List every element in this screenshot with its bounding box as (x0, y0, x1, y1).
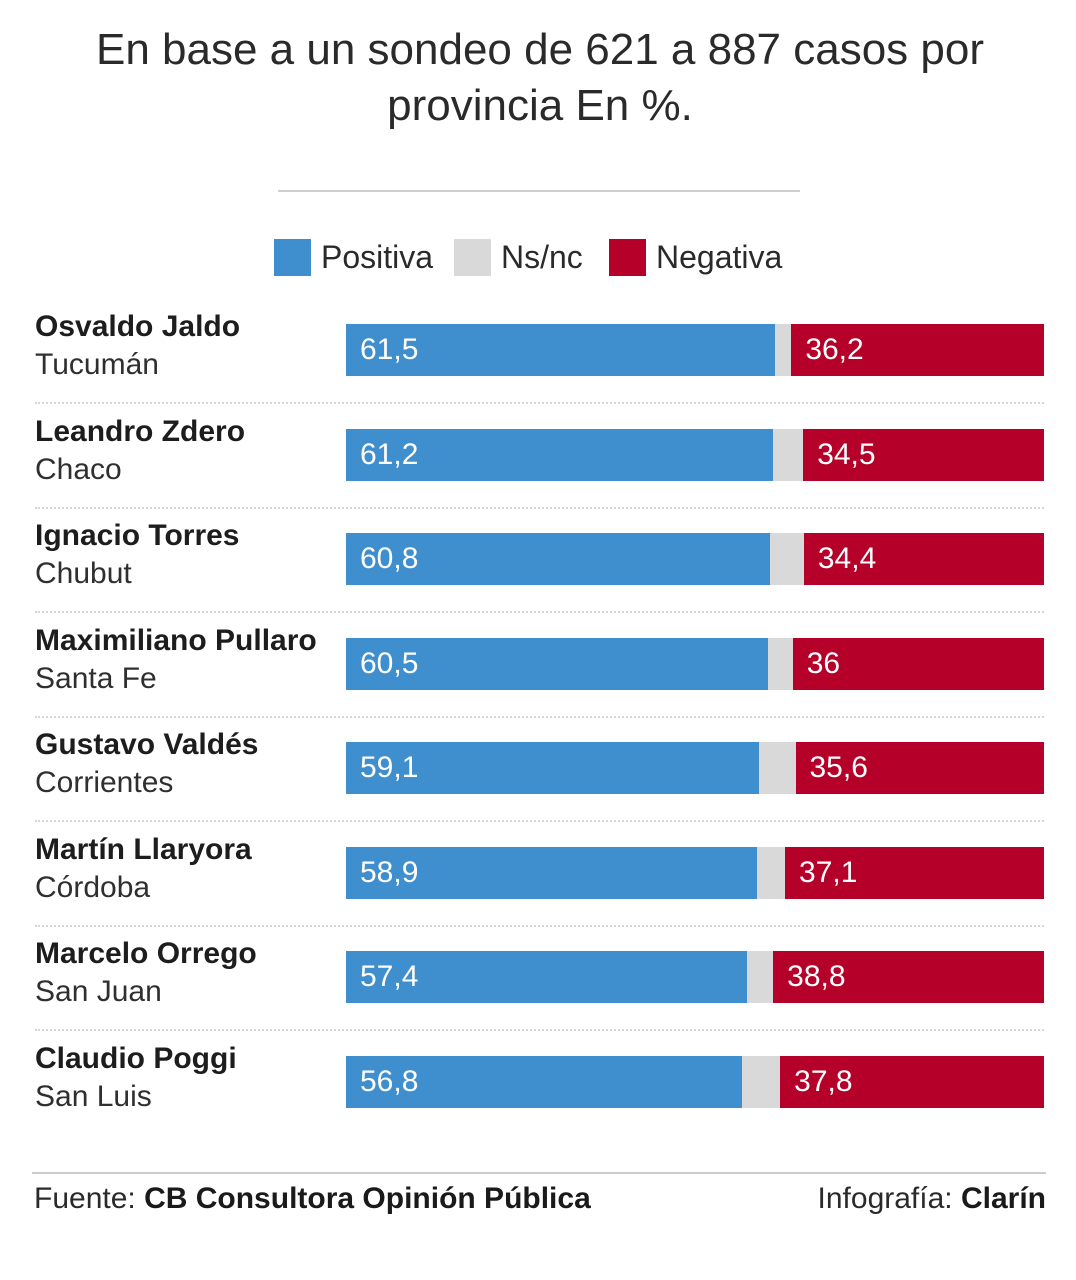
legend-item-nsnc: Ns/nc (454, 234, 583, 280)
bar-nsnc (770, 533, 804, 585)
stacked-bar: 57,4 38,8 (346, 951, 1044, 1003)
row-separator (35, 820, 1044, 822)
credit-prefix: Infografía: (817, 1182, 961, 1215)
row-name: Claudio Poggi (35, 1041, 237, 1075)
row-separator (35, 402, 1044, 404)
bar-negative (803, 428, 1044, 481)
row-name: Martín Llaryora (35, 832, 252, 866)
chart-row: Marcelo Orrego San Juan 57,4 38,8 (0, 927, 1076, 1031)
value-label-negative: 38,8 (787, 960, 846, 993)
row-name: Ignacio Torres (35, 519, 240, 552)
bar-nsnc (758, 742, 796, 794)
bar-positive (346, 324, 776, 376)
stacked-bar: 61,5 36,2 (346, 324, 1044, 376)
source-prefix: Fuente: (34, 1182, 145, 1215)
legend-swatch-positive (274, 238, 311, 276)
legend-label-nsnc: Ns/nc (501, 238, 583, 275)
row-separator (35, 1029, 1044, 1031)
bar-positive (346, 428, 774, 481)
chart-row: Martín Llaryora Córdoba 58,9 37,1 (0, 823, 1076, 927)
source-note: Fuente: CB Consultora Opinión Pública (34, 1182, 591, 1216)
row-name: Osvaldo Jaldo (35, 310, 241, 343)
chart-row: Osvaldo Jaldo Tucumán 61,5 36,2 (0, 300, 1076, 404)
footer-divider (32, 1172, 1046, 1174)
value-label-negative: 34,5 (817, 437, 876, 471)
bar-negative (780, 1055, 1044, 1108)
row-separator (35, 924, 1044, 927)
stacked-bar: 58,9 37,1 (346, 846, 1044, 899)
chart-row: Leandro Zdero Chaco 61,2 34,5 (0, 405, 1076, 509)
legend-label-positive: Positiva (321, 238, 434, 275)
bar-nsnc (775, 324, 792, 376)
row-name: Leandro Zdero (35, 414, 246, 448)
value-label-negative: 35,6 (809, 751, 868, 784)
legend-item-positive: Positiva (274, 234, 433, 280)
legend: Positiva Ns/nc Negativa (0, 234, 1076, 280)
legend-swatch-negative (609, 238, 646, 276)
value-label-positive: 59,1 (360, 751, 419, 784)
bar-nsnc (757, 846, 786, 899)
chart-row: Ignacio Torres Chubut 60,8 34,4 (0, 509, 1076, 613)
stacked-bar: 59,1 35,6 (346, 742, 1044, 794)
value-label-negative: 34,4 (817, 542, 877, 575)
row-province: Tucumán (35, 348, 159, 381)
value-label-negative: 36,2 (805, 333, 864, 366)
credit-note: Infografía: Clarín (818, 1182, 1046, 1216)
row-province: Córdoba (35, 870, 151, 904)
chart-title: En base a un sondeo de 621 a 887 casos p… (95, 25, 984, 130)
legend-swatch-nsnc (454, 238, 491, 276)
row-province: San Luis (35, 1079, 152, 1113)
bar-negative (792, 637, 1044, 690)
bar-positive (346, 846, 758, 899)
stacked-bar: 60,8 34,4 (346, 533, 1044, 585)
bar-positive (346, 742, 759, 794)
bar-positive (346, 637, 769, 690)
row-province: Chaco (35, 452, 122, 486)
value-label-positive: 57,4 (360, 960, 419, 993)
credit-name: Clarín (960, 1182, 1046, 1215)
bar-nsnc (768, 637, 793, 690)
bar-negative (773, 951, 1044, 1003)
value-label-negative: 36 (806, 646, 841, 680)
bar-nsnc (746, 951, 774, 1003)
bar-negative (795, 742, 1044, 794)
value-label-negative: 37,8 (794, 1064, 853, 1098)
legend-label-negative: Negativa (656, 238, 783, 275)
source-name: CB Consultora Opinión Pública (144, 1182, 591, 1215)
stacked-bar: 61,2 34,5 (346, 428, 1044, 481)
chart-row: Claudio Poggi San Luis 56,8 37,8 (0, 1032, 1076, 1136)
row-province: Chubut (35, 557, 132, 590)
value-label-positive: 61,5 (360, 333, 419, 366)
stacked-bar: 60,5 36 (346, 637, 1044, 690)
title-divider (278, 190, 800, 192)
bar-negative (803, 533, 1044, 585)
bar-positive (346, 533, 771, 585)
value-label-positive: 60,8 (360, 542, 419, 575)
row-separator (35, 611, 1044, 613)
row-name: Gustavo Valdés (35, 728, 259, 761)
row-province: San Juan (35, 975, 162, 1008)
value-label-positive: 61,2 (360, 437, 419, 471)
bar-positive (346, 1055, 743, 1108)
row-province: Corrientes (35, 766, 174, 799)
legend-item-negative: Negativa (609, 234, 782, 280)
row-separator (35, 506, 1044, 509)
row-separator (35, 715, 1044, 718)
value-label-negative: 37,1 (799, 855, 858, 889)
value-label-positive: 56,8 (360, 1064, 419, 1098)
value-label-positive: 58,9 (360, 855, 419, 889)
bar-nsnc (742, 1055, 781, 1108)
chart-row: Gustavo Valdés Corrientes 59,1 35,6 (0, 718, 1076, 822)
row-name: Maximiliano Pullaro (35, 623, 317, 657)
value-label-positive: 60,5 (360, 646, 419, 680)
bar-nsnc (773, 428, 804, 481)
bar-positive (346, 951, 747, 1003)
bar-negative (791, 324, 1044, 376)
row-name: Marcelo Orrego (35, 937, 257, 970)
stacked-bar: 56,8 37,8 (346, 1055, 1044, 1108)
row-province: Santa Fe (35, 661, 157, 695)
chart-row: Maximiliano Pullaro Santa Fe 60,5 36 (0, 614, 1076, 718)
bar-negative (785, 846, 1044, 899)
